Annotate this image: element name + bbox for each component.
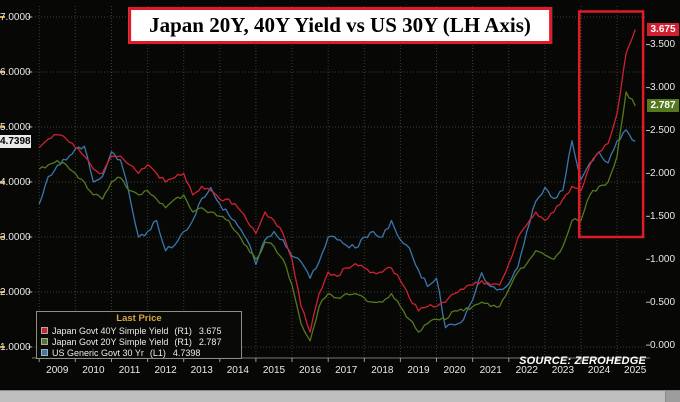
x-axis-year-label: 2016: [298, 365, 322, 376]
x-axis-year-label: 2025: [624, 365, 647, 376]
legend-item-axis-tag: (R1): [174, 336, 192, 347]
x-axis-year-label: 2020: [443, 365, 466, 376]
legend-rows: Japan Govt 40Y Simple Yield (R1) 3.675 Japa…: [37, 325, 241, 358]
chart-title: Japan 20Y, 40Y Yield vs US 30Y (LH Axis): [128, 7, 552, 44]
right-axis-tick: 3.000: [650, 82, 676, 94]
right-axis-last-price-badge: 2.787: [647, 99, 679, 113]
left-axis-tick: 5.0000: [0, 121, 31, 133]
right-axis-last-price-badge: 3.675: [647, 23, 679, 37]
legend-item[interactable]: Japan Govt 20Y Simple Yield (R1) 2.787: [37, 336, 241, 347]
legend-item-label: Japan Govt 20Y Simple Yield: [52, 336, 169, 347]
series-line-japan-govt-40y-simple-yield: [38, 29, 636, 333]
highlight-box: [577, 10, 645, 239]
x-axis-year-label: 2018: [371, 365, 394, 376]
x-axis-year-label: 2023: [551, 365, 575, 376]
legend-swatch-icon: [41, 338, 48, 345]
right-axis-tick: 1.500: [650, 210, 676, 222]
right-axis-tick: 0.500: [650, 296, 676, 308]
series-line-us-generic-govt-30-yr: [38, 129, 636, 329]
legend-item-label: Japan Govt 40Y Simple Yield: [52, 325, 169, 336]
x-axis-year-label: 2010: [82, 365, 105, 376]
right-axis-tick: 1.000: [650, 253, 676, 265]
legend-item-label: US Generic Govt 30 Yr: [52, 347, 144, 358]
scrollbar-thumb[interactable]: [665, 391, 680, 402]
right-axis-tick: 0.000: [650, 339, 676, 351]
legend-header: Last Price: [116, 313, 162, 324]
left-axis-tick: 1.0000: [0, 341, 31, 353]
right-axis-tick: 2.000: [650, 167, 676, 179]
legend-item-value: 2.787: [198, 336, 222, 347]
left-axis-tick: 6.0000: [0, 66, 31, 78]
x-axis-year-label: 2024: [587, 365, 611, 376]
x-axis-year-label: 2022: [515, 365, 538, 376]
legend-swatch-icon: [41, 327, 48, 334]
left-axis-tick: 2.0000: [0, 286, 31, 298]
x-axis-year-label: 2013: [190, 365, 213, 376]
left-axis-tick: 3.0000: [0, 231, 31, 243]
x-axis-year-label: 2014: [226, 365, 249, 376]
x-axis-year-label: 2012: [154, 365, 177, 376]
left-axis-tick: 7.0000: [0, 11, 31, 23]
legend-item-value: 4.7398: [172, 347, 201, 358]
x-axis-year-label: 2021: [479, 365, 502, 376]
left-axis-tick: 4.0000: [0, 176, 31, 188]
left-axis-last-price-badge: 4.7398: [0, 134, 31, 148]
right-axis-tick: 3.500: [650, 39, 676, 51]
legend-item[interactable]: US Generic Govt 30 Yr (L1) 4.7398: [37, 347, 241, 358]
chart-title-text: Japan 20Y, 40Y Yield vs US 30Y (LH Axis): [149, 13, 531, 37]
x-axis-year-label: 2017: [335, 365, 358, 376]
scrollbar[interactable]: [0, 390, 680, 402]
series-line-japan-govt-20y-simple-yield: [38, 91, 636, 342]
right-axis-tick: 2.500: [650, 124, 676, 136]
legend-item-axis-tag: (R1): [174, 325, 192, 336]
x-axis-year-label: 2011: [118, 365, 141, 376]
x-axis-year-label: 2009: [46, 365, 69, 376]
x-axis-year-label: 2019: [407, 365, 430, 376]
legend: Last Price Japan Govt 40Y Simple Yield (R…: [36, 311, 242, 359]
legend-item-value: 3.675: [198, 325, 222, 336]
legend-item-axis-tag: (L1): [149, 347, 166, 358]
legend-item[interactable]: Japan Govt 40Y Simple Yield (R1) 3.675: [37, 325, 241, 336]
source-attribution: SOURCE: ZEROHEDGE: [519, 355, 646, 367]
x-axis-year-label: 2015: [262, 365, 286, 376]
legend-swatch-icon: [41, 349, 48, 356]
